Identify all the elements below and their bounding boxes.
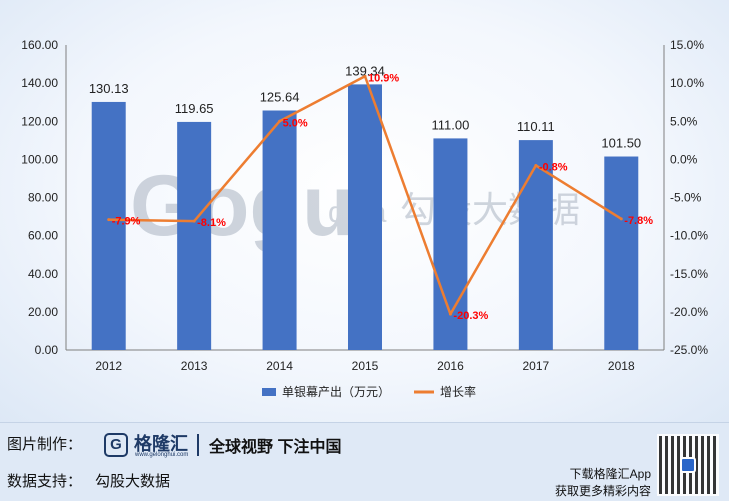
bar-value-label: 101.50 xyxy=(601,136,641,151)
bar-value-label: 125.64 xyxy=(260,89,300,104)
bar xyxy=(262,110,297,350)
x-tick-label: 2013 xyxy=(181,359,208,373)
line-value-label: -8.1% xyxy=(197,217,226,229)
y-right-tick-label: -20.0% xyxy=(670,305,708,319)
line-value-label: -0.8% xyxy=(539,161,568,173)
y-right-tick-label: -5.0% xyxy=(670,191,702,205)
combo-chart: Gogu data 勾股大数据 0.0020.0040.0060.0080.00… xyxy=(21,38,708,399)
y-left-tick-label: 20.00 xyxy=(28,305,58,319)
slogan: 全球视野 下注中国 xyxy=(209,439,342,456)
gelonghui-logo-icon: G xyxy=(104,433,128,457)
line-value-label: 5.0% xyxy=(283,117,308,129)
bar-value-label: 119.65 xyxy=(175,101,214,116)
legend-bar-swatch xyxy=(262,388,276,396)
bar xyxy=(177,121,212,350)
x-tick-label: 2014 xyxy=(266,359,293,373)
y-right-tick-label: 10.0% xyxy=(670,76,704,90)
y-right-tick-label: -10.0% xyxy=(670,229,708,243)
app-more-text: 获取更多精彩内容 xyxy=(554,484,651,498)
bar-value-label: 111.00 xyxy=(432,117,470,132)
brand-name: 格隆汇 xyxy=(134,434,188,454)
chart-area: Gogu data 勾股大数据 0.0020.0040.0060.0080.00… xyxy=(0,0,729,422)
y-left-tick-label: 80.00 xyxy=(28,191,58,205)
brand-url: www.gelonghui.com xyxy=(135,452,189,458)
y-right-tick-label: -15.0% xyxy=(670,267,708,281)
line-point xyxy=(278,119,282,123)
bar xyxy=(604,156,639,350)
x-tick-label: 2017 xyxy=(523,359,550,373)
y-left-tick-label: 140.00 xyxy=(21,76,58,90)
y-right-tick-label: 5.0% xyxy=(670,114,698,128)
bar xyxy=(91,101,126,350)
data-support-value: 勾股大数据 xyxy=(95,473,171,490)
footer: 图片制作： G 格隆汇 www.gelonghui.com 全球视野 下注中国 … xyxy=(0,422,729,501)
footer-divider xyxy=(197,434,199,456)
y-left-tick-label: 100.00 xyxy=(21,152,58,166)
line-point xyxy=(534,163,538,167)
bar-value-label: 130.13 xyxy=(89,81,129,96)
line-point xyxy=(363,74,367,78)
line-point xyxy=(107,218,111,222)
y-left-tick-label: 120.00 xyxy=(21,114,58,128)
y-right-tick-label: -25.0% xyxy=(670,343,708,357)
line-value-label: -20.3% xyxy=(453,310,488,322)
watermark-logo: Gogu xyxy=(130,158,355,254)
y-left-tick-label: 40.00 xyxy=(28,267,58,281)
made-by-label: 图片制作： xyxy=(7,436,83,453)
x-tick-label: 2016 xyxy=(437,359,464,373)
y-left-tick-label: 60.00 xyxy=(28,229,58,243)
y-right-tick-label: 0.0% xyxy=(670,152,698,166)
y-right-tick-label: 15.0% xyxy=(670,38,704,52)
line-value-label: -7.8% xyxy=(624,215,653,227)
qr-center-logo-icon xyxy=(680,457,696,473)
line-point xyxy=(192,219,196,223)
bar xyxy=(518,140,553,350)
y-left-tick-label: 0.00 xyxy=(35,343,59,357)
x-tick-label: 2018 xyxy=(608,359,635,373)
data-support-label: 数据支持： xyxy=(7,473,83,490)
legend-line-label: 增长率 xyxy=(440,384,476,399)
bar xyxy=(348,84,382,351)
line-point xyxy=(448,312,452,316)
y-left-tick-label: 160.00 xyxy=(21,38,58,52)
bar-value-label: 139.34 xyxy=(345,63,385,78)
legend-bar-label: 单银幕产出（万元） xyxy=(282,385,390,399)
x-tick-label: 2015 xyxy=(352,359,379,373)
line-point xyxy=(619,217,623,221)
line-value-label: 10.9% xyxy=(368,72,399,84)
bar-value-label: 110.11 xyxy=(517,119,555,134)
line-value-label: -7.9% xyxy=(112,216,141,228)
app-download-text: 下载格隆汇App xyxy=(569,467,651,481)
x-tick-label: 2012 xyxy=(95,359,122,373)
watermark-cn: 勾股大数据 xyxy=(400,190,580,231)
